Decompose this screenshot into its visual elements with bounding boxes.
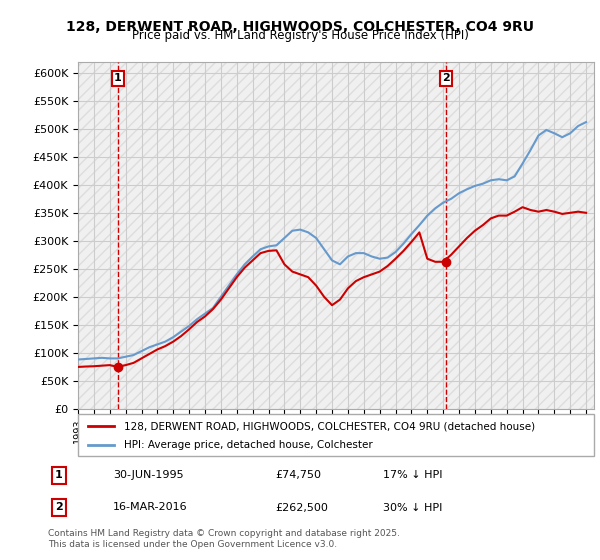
Bar <box>547 62 550 409</box>
Bar <box>110 62 114 409</box>
Bar <box>554 62 558 409</box>
Bar <box>277 62 280 409</box>
Bar <box>380 62 383 409</box>
Bar <box>229 62 233 409</box>
Text: Contains HM Land Registry data © Crown copyright and database right 2025.
This d: Contains HM Land Registry data © Crown c… <box>48 529 400 549</box>
Bar <box>435 62 439 409</box>
Text: 16-MAR-2016: 16-MAR-2016 <box>113 502 187 512</box>
Text: 1: 1 <box>55 470 62 480</box>
Bar <box>523 62 527 409</box>
Bar <box>459 62 463 409</box>
Bar <box>142 62 145 409</box>
Text: 30% ↓ HPI: 30% ↓ HPI <box>383 502 442 512</box>
Bar <box>125 62 130 409</box>
Bar <box>515 62 518 409</box>
Bar <box>181 62 185 409</box>
Text: 30-JUN-1995: 30-JUN-1995 <box>113 470 184 480</box>
Bar <box>149 62 154 409</box>
Bar <box>388 62 392 409</box>
Bar <box>499 62 503 409</box>
Bar <box>197 62 201 409</box>
Bar <box>578 62 582 409</box>
Bar <box>173 62 177 409</box>
Bar <box>332 62 336 409</box>
Text: 17% ↓ HPI: 17% ↓ HPI <box>383 470 442 480</box>
Bar <box>419 62 424 409</box>
Bar <box>467 62 471 409</box>
Text: 2: 2 <box>55 502 62 512</box>
Bar <box>570 62 574 409</box>
Bar <box>118 62 122 409</box>
Bar <box>269 62 272 409</box>
Bar <box>213 62 217 409</box>
Text: £262,500: £262,500 <box>275 502 328 512</box>
Bar <box>395 62 400 409</box>
FancyBboxPatch shape <box>78 414 594 456</box>
Bar <box>221 62 225 409</box>
Bar <box>412 62 415 409</box>
Bar <box>253 62 257 409</box>
Bar <box>475 62 479 409</box>
Bar <box>427 62 431 409</box>
Bar <box>308 62 312 409</box>
Bar <box>364 62 368 409</box>
Bar <box>443 62 447 409</box>
Bar <box>324 62 328 409</box>
Bar <box>316 62 320 409</box>
Bar <box>506 62 511 409</box>
Text: HPI: Average price, detached house, Colchester: HPI: Average price, detached house, Colc… <box>124 440 373 450</box>
Bar <box>284 62 289 409</box>
Bar <box>205 62 209 409</box>
Bar <box>102 62 106 409</box>
Bar <box>451 62 455 409</box>
Bar <box>237 62 241 409</box>
Bar <box>483 62 487 409</box>
Bar <box>356 62 360 409</box>
Bar <box>372 62 376 409</box>
Bar <box>189 62 193 409</box>
Bar <box>260 62 265 409</box>
Bar <box>94 62 98 409</box>
Bar <box>245 62 248 409</box>
Bar <box>586 62 590 409</box>
Text: 2: 2 <box>442 73 450 83</box>
Bar <box>491 62 495 409</box>
Bar <box>348 62 352 409</box>
Bar <box>300 62 304 409</box>
Bar <box>86 62 90 409</box>
Bar <box>134 62 137 409</box>
Text: 1: 1 <box>114 73 122 83</box>
Text: Price paid vs. HM Land Registry's House Price Index (HPI): Price paid vs. HM Land Registry's House … <box>131 29 469 42</box>
Text: 128, DERWENT ROAD, HIGHWOODS, COLCHESTER, CO4 9RU (detached house): 128, DERWENT ROAD, HIGHWOODS, COLCHESTER… <box>124 421 536 431</box>
Bar <box>340 62 344 409</box>
Bar <box>403 62 407 409</box>
Text: £74,750: £74,750 <box>275 470 321 480</box>
Bar <box>530 62 535 409</box>
Text: 128, DERWENT ROAD, HIGHWOODS, COLCHESTER, CO4 9RU: 128, DERWENT ROAD, HIGHWOODS, COLCHESTER… <box>66 20 534 34</box>
Bar <box>562 62 566 409</box>
Bar <box>292 62 296 409</box>
Bar <box>538 62 542 409</box>
Bar <box>78 62 82 409</box>
Bar <box>157 62 161 409</box>
Bar <box>166 62 169 409</box>
